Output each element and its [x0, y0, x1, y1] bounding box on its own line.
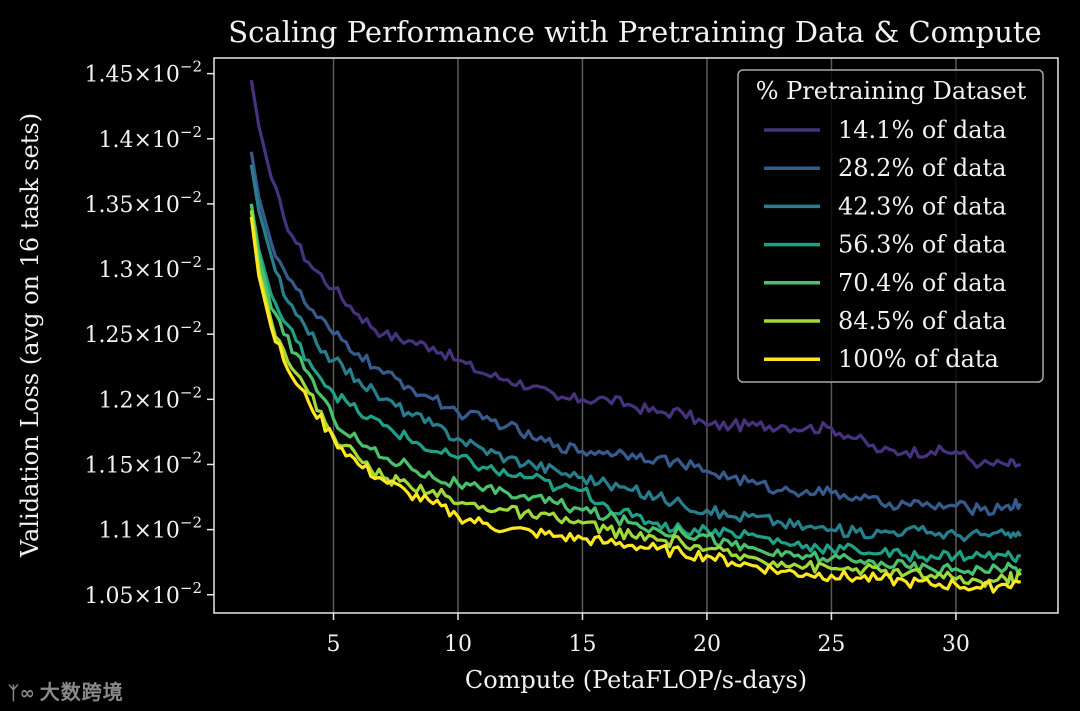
series-line: [249, 164, 1023, 543]
legend-label: 42.3% of data: [838, 192, 1006, 220]
y-tick-label: 1.4×10−2: [98, 123, 202, 153]
legend-label: 56.3% of data: [838, 231, 1006, 259]
y-tick-label: 1.15×10−2: [84, 448, 202, 478]
y-axis-label: Validation Loss (avg on 16 task sets): [16, 113, 44, 558]
watermark: ᛉ∞ 大数跨境: [8, 676, 124, 705]
x-tick-label: 30: [942, 632, 970, 657]
x-tick-label: 25: [817, 632, 845, 657]
y-tick-label: 1.3×10−2: [98, 253, 202, 283]
series-line: [249, 203, 1023, 577]
legend-label: 14.1% of data: [838, 116, 1006, 144]
legend-entries: 14.1% of data 28.2% of data 42.3% of data 5…: [764, 116, 1006, 373]
watermark-logo-icon: ᛉ∞: [8, 683, 36, 704]
series-line: [249, 203, 1021, 564]
x-tick-label: 20: [693, 632, 721, 657]
x-axis-ticks: 5 10 15 20 25 30: [327, 613, 970, 657]
y-tick-label: 1.1×10−2: [98, 514, 202, 544]
x-tick-label: 5: [327, 632, 341, 657]
legend-label: 28.2% of data: [838, 154, 1006, 182]
legend-label: 100% of data: [838, 345, 999, 373]
series-line: [249, 151, 1023, 517]
y-tick-label: 1.35×10−2: [84, 188, 202, 218]
series-lines: [249, 79, 1023, 594]
legend-label: 70.4% of data: [838, 269, 1006, 297]
legend-label: 84.5% of data: [838, 307, 1006, 335]
y-axis-ticks: 1.05×10−2 1.1×10−2 1.15×10−2 1.2×10−2 1.25×1…: [84, 58, 214, 609]
x-tick-label: 15: [568, 632, 596, 657]
y-tick-label: 1.05×10−2: [84, 579, 202, 609]
plot-frame: [213, 57, 1059, 614]
watermark-text: 大数跨境: [39, 680, 124, 704]
x-tick-label: 10: [444, 632, 472, 657]
y-tick-label: 1.25×10−2: [84, 318, 202, 348]
chart-title: Scaling Performance with Pretraining Dat…: [228, 15, 1041, 49]
series-line: [249, 216, 1021, 594]
legend-title: % Pretraining Dataset: [756, 77, 1027, 105]
series-line: [249, 79, 1022, 469]
y-tick-label: 1.2×10−2: [98, 383, 202, 413]
series-line: [249, 210, 1022, 589]
x-axis-label: Compute (PetaFLOP/s-days): [465, 666, 807, 694]
y-tick-label: 1.45×10−2: [84, 58, 202, 88]
legend-box: [737, 69, 1044, 383]
legend: % Pretraining Dataset 14.1% of data 28.2%…: [737, 69, 1044, 383]
